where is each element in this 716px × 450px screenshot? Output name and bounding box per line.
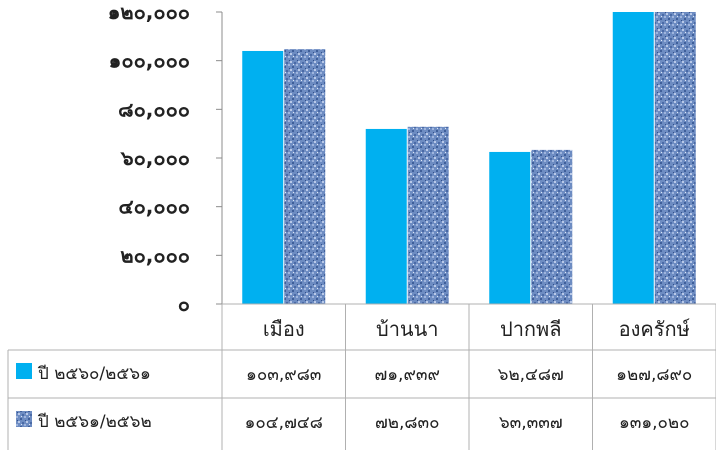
y-tick-label: ๔๐,๐๐๐ (118, 195, 190, 219)
data-cell: ๗๒,๘๓๐ (375, 413, 440, 433)
bar-series1-0 (242, 50, 284, 304)
legend-label-series2: ปี ๒๕๖๑/๒๕๖๒ (37, 412, 152, 432)
data-cell: ๑๓๑,๐๒๐ (619, 413, 690, 433)
legend-swatch-series2 (16, 411, 32, 427)
y-tick-label: ๐ (178, 292, 190, 316)
bar-series2-3 (654, 12, 696, 304)
data-cell: ๑๐๔,๗๔๘ (245, 413, 323, 433)
data-table: เมือง บ้านนา ปากพลี องครักษ์ปี ๒๕๖๐/๒๕๖๑ ๑๐๓… (7, 303, 716, 450)
category-label: บ้านนา (376, 317, 439, 341)
legend-swatch-series1 (16, 363, 32, 379)
bar-series2-1 (407, 126, 449, 304)
y-tick-label: ๘๐,๐๐๐ (118, 97, 190, 121)
data-cell: ๗๑,๙๓๙ (374, 365, 440, 385)
bar-series1-1 (365, 128, 407, 304)
category-label: เมือง (263, 317, 305, 341)
y-tick-label: ๑๒๐,๐๐๐ (108, 0, 190, 24)
data-cell: ๑๒๗,๘๙๐ (616, 365, 692, 385)
bar-series2-2 (531, 149, 573, 304)
bar-series1-3 (612, 12, 654, 304)
category-label: องครักษ์ (619, 317, 691, 341)
data-cell: ๖๒,๔๘๗ (498, 365, 564, 385)
y-tick-label: ๑๐๐,๐๐๐ (109, 49, 190, 73)
data-cell: ๖๓,๓๓๗ (499, 413, 563, 433)
y-tick-label: ๖๐,๐๐๐ (120, 146, 190, 170)
data-cell: ๑๐๓,๙๘๓ (246, 365, 321, 385)
y-tick-label: ๒๐,๐๐๐ (120, 243, 190, 267)
bar-series2-0 (284, 49, 326, 304)
plot-area: ๐ ๒๐,๐๐๐ ๔๐,๐๐๐ ๖๐,๐๐๐ ๘๐,๐๐๐ ๑๐๐,๐๐๐ ๑๒๐,๐๐๐ (108, 0, 696, 316)
bar-series1-2 (489, 151, 531, 304)
legend-label-series1: ปี ๒๕๖๐/๒๕๖๑ (37, 364, 151, 384)
category-label: ปากพลี (500, 317, 561, 341)
